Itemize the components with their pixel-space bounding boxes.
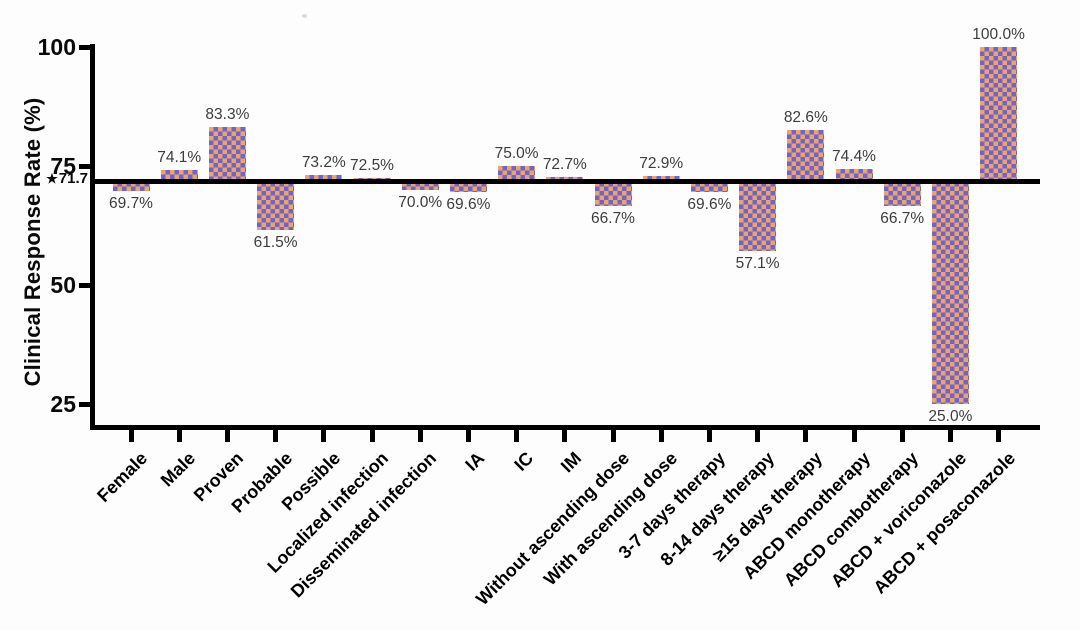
bar-value-label: 66.7% [880, 209, 925, 227]
y-tick-label: 100 [37, 34, 76, 60]
bar [112, 181, 150, 192]
bar [980, 47, 1018, 182]
x-tick [755, 430, 761, 442]
y-tick [79, 401, 90, 407]
bar [835, 168, 873, 182]
reference-value: 71.7 [58, 169, 88, 187]
reference-star-icon: ★ [46, 170, 58, 186]
bar-value-label: 69.7% [109, 195, 153, 213]
bar [449, 181, 487, 192]
y-tick-label: 50 [50, 272, 76, 299]
y-tick [79, 44, 90, 50]
y-tick [79, 163, 90, 169]
x-tick [899, 430, 905, 442]
bar-value-label: 74.4% [832, 147, 876, 165]
y-tick [79, 282, 90, 288]
bar [208, 126, 246, 182]
y-tick-label: 75 [50, 153, 76, 180]
x-tick [514, 430, 520, 442]
bar-value-label: 70.0% [398, 193, 443, 211]
bar [690, 181, 728, 192]
x-tick [224, 430, 230, 442]
y-axis-line [90, 44, 95, 430]
bar [642, 176, 680, 182]
bar-value-label: 69.6% [446, 195, 491, 213]
bar-value-label: 69.6% [687, 195, 732, 213]
x-tick [610, 430, 616, 442]
bar [931, 181, 969, 405]
reference-label: ★71.7 [0, 170, 88, 188]
bar [160, 170, 198, 182]
bar [401, 181, 439, 190]
smudge-artifact [302, 14, 307, 18]
x-tick [128, 430, 134, 442]
bar-value-label: 100.0% [972, 26, 1025, 43]
x-tick [996, 430, 1002, 442]
bar-value-label: 73.2% [301, 153, 346, 171]
bar-value-label: 66.7% [591, 209, 635, 227]
bar [787, 129, 825, 182]
bar-value-label: 74.1% [157, 149, 202, 167]
reference-line [93, 179, 1040, 185]
bar-value-label: 82.6% [783, 108, 828, 126]
bar-value-label: 83.3% [205, 105, 250, 123]
x-tick [465, 430, 471, 442]
x-tick [706, 430, 712, 442]
bar [594, 181, 632, 206]
bar [305, 174, 343, 182]
x-tick [658, 430, 664, 442]
bar [883, 181, 921, 206]
x-tick [273, 430, 279, 442]
bar-value-label: 72.9% [639, 155, 684, 173]
bar-value-label: 72.5% [350, 156, 394, 174]
x-tick [321, 430, 327, 442]
bar [498, 166, 536, 182]
x-tick [803, 430, 809, 442]
bar-value-label: 72.7% [542, 156, 587, 174]
x-tick [369, 430, 375, 442]
bar-value-label: 75.0% [494, 145, 539, 163]
x-tick [562, 430, 568, 442]
bar-value-label: 61.5% [253, 234, 298, 252]
x-tick [176, 430, 182, 442]
x-tick [417, 430, 423, 442]
y-tick-label: 25 [50, 391, 76, 418]
bar-value-label: 25.0% [928, 408, 973, 426]
x-tick [947, 430, 953, 442]
bar-value-label: 57.1% [735, 255, 780, 273]
x-tick [851, 430, 857, 442]
bar [257, 181, 295, 231]
x-axis-line [90, 425, 1040, 430]
bar [739, 181, 777, 252]
